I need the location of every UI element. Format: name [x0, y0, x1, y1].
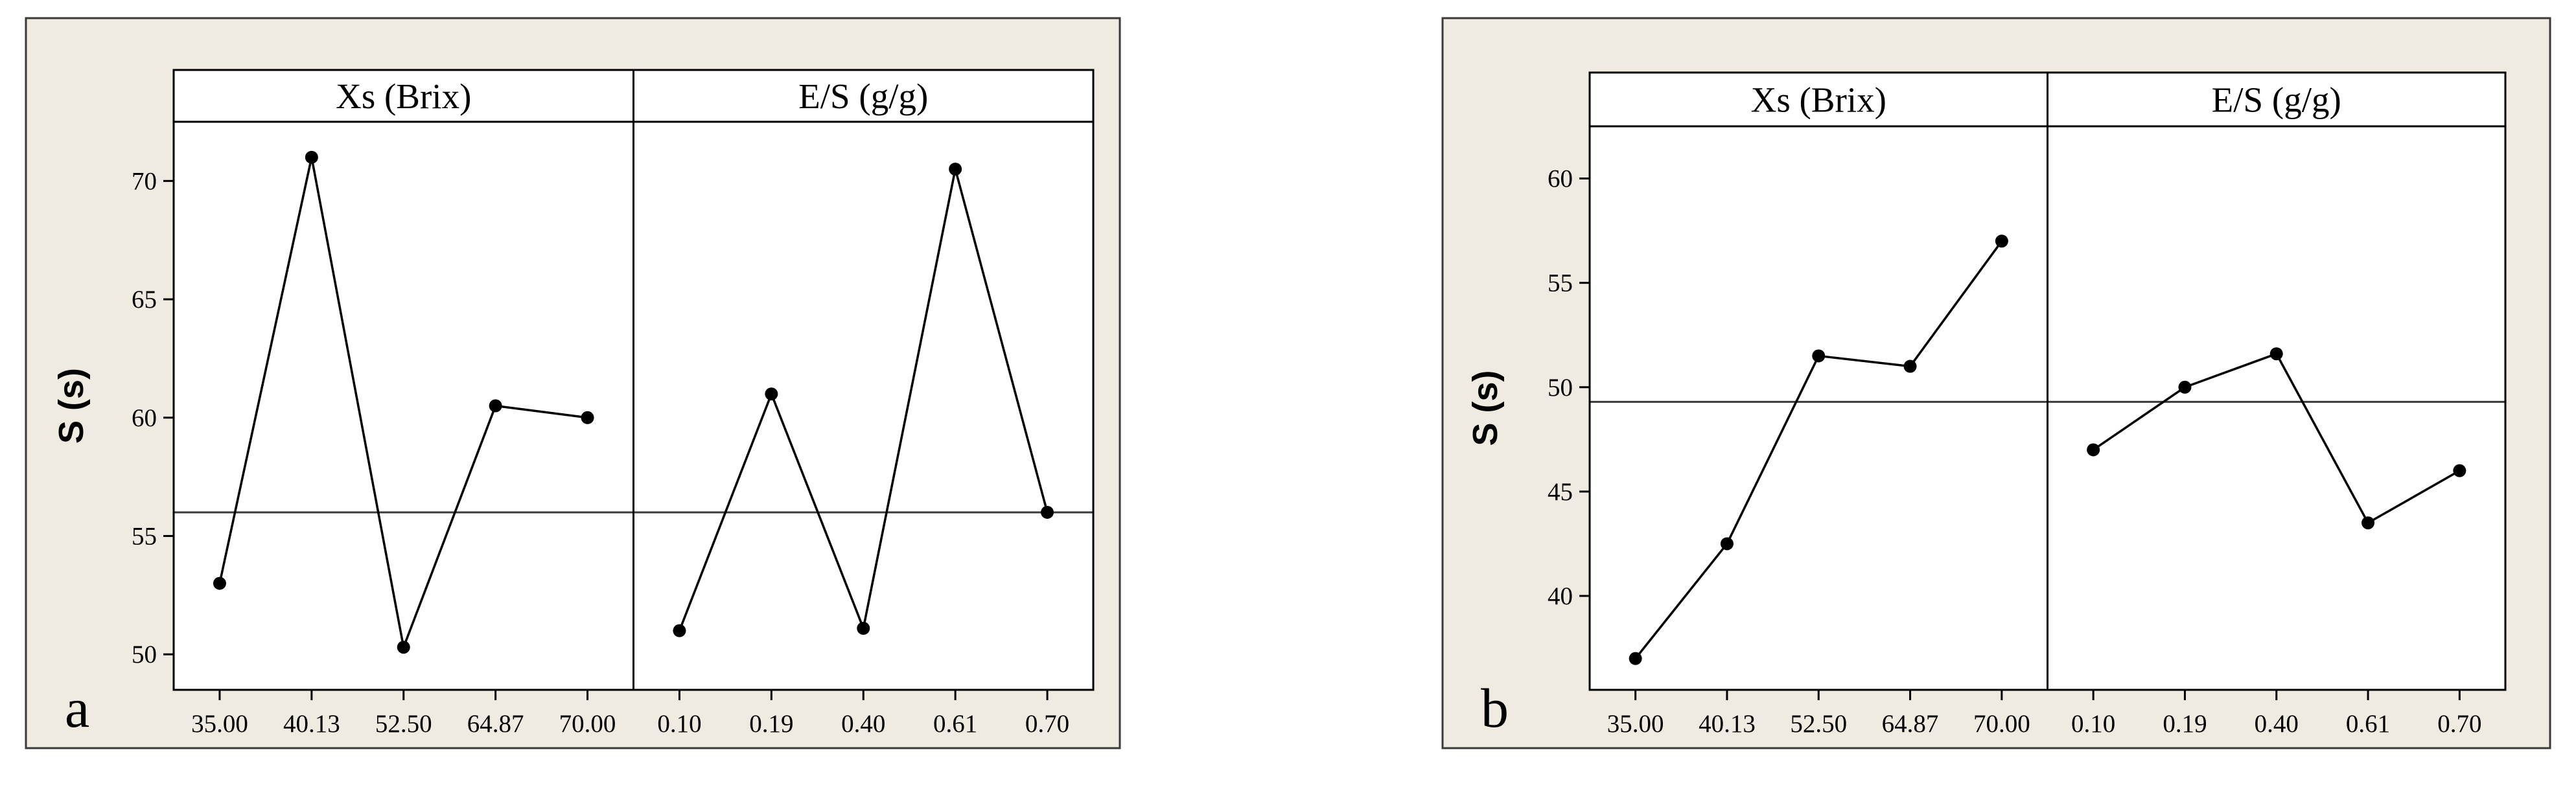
- x-tick-label: 0.70: [2437, 710, 2481, 738]
- panel-title: Xs (Brix): [336, 76, 471, 116]
- panel-title: Xs (Brix): [1751, 80, 1886, 120]
- panel-es: E/S (g/g) 0.10 0.19 0.40 0.61 0.70: [2071, 80, 2481, 738]
- chart-letter: a: [65, 677, 89, 739]
- y-axis-label: S (s): [1466, 370, 1505, 446]
- y-tick-label: 50: [132, 641, 157, 668]
- data-point: [397, 641, 410, 654]
- x-tick-label: 40.13: [283, 710, 340, 738]
- y-tick-label: 55: [1548, 269, 1573, 297]
- x-tick-label: 0.10: [2071, 710, 2115, 738]
- data-point: [2269, 347, 2283, 361]
- x-tick-label: 0.61: [933, 710, 977, 738]
- panel-title: E/S (g/g): [2212, 80, 2341, 120]
- data-point: [1041, 505, 1054, 519]
- x-tick-label: 64.87: [1882, 710, 1939, 738]
- data-point: [765, 387, 778, 401]
- x-tick-label: 0.40: [2255, 710, 2299, 738]
- chart-b: 40 45 50 55 60 S (s) b Xs (Brix) 35.00 40.13 52.50…: [1441, 17, 2551, 749]
- x-tick-label: 35.00: [1607, 710, 1664, 738]
- data-point: [305, 150, 318, 164]
- panel-xs: Xs (Brix) 35.00 40.13 52.50 64.87 70.00: [191, 76, 616, 738]
- data-point: [2453, 464, 2466, 477]
- y-tick-label: 65: [132, 286, 157, 314]
- x-tick-label: 35.00: [191, 710, 248, 738]
- x-tick-label: 52.50: [375, 710, 432, 738]
- data-point: [1995, 234, 2008, 248]
- data-point: [673, 624, 686, 637]
- x-tick-label: 0.70: [1025, 710, 1069, 738]
- x-tick-label: 40.13: [1699, 710, 1756, 738]
- data-point: [949, 163, 962, 176]
- y-tick-label: 40: [1548, 582, 1573, 610]
- y-axis-label: S (s): [52, 368, 91, 444]
- data-point: [1720, 537, 1734, 551]
- y-tick-label: 60: [1548, 165, 1573, 193]
- data-point: [581, 411, 594, 424]
- data-point: [2178, 380, 2192, 394]
- y-tick-label: 50: [1548, 374, 1573, 402]
- data-point: [857, 621, 870, 635]
- y-tick-label: 55: [132, 522, 157, 550]
- data-point: [2087, 443, 2100, 457]
- x-tick-label: 0.19: [2163, 710, 2207, 738]
- data-point: [1812, 349, 1826, 363]
- panel-es: E/S (g/g) 0.10 0.19 0.40 0.61 0.70: [657, 76, 1069, 738]
- x-tick-label: 0.40: [841, 710, 885, 738]
- x-tick-label: 0.10: [657, 710, 701, 738]
- x-tick-label: 0.61: [2346, 710, 2390, 738]
- data-point: [1629, 652, 1642, 665]
- panel-xs: Xs (Brix) 35.00 40.13 52.50 64.87 70.00: [1607, 80, 2030, 738]
- y-tick-label: 60: [132, 404, 157, 432]
- data-point: [489, 399, 502, 413]
- x-tick-label: 64.87: [467, 710, 524, 738]
- x-tick-label: 52.50: [1790, 710, 1847, 738]
- chart-a: 50 55 60 65 70 S (s) a Xs (Brix) 35.00 40.13 52.50…: [25, 17, 1121, 749]
- data-point: [213, 576, 226, 590]
- x-tick-label: 0.19: [749, 710, 793, 738]
- y-tick-label: 70: [132, 167, 157, 195]
- panel-title: E/S (g/g): [798, 76, 928, 116]
- data-point: [2361, 516, 2375, 530]
- chart-letter: b: [1481, 677, 1509, 739]
- x-tick-label: 70.00: [1973, 710, 2030, 738]
- data-point: [1903, 359, 1917, 373]
- y-tick-label: 45: [1548, 478, 1573, 506]
- x-tick-label: 70.00: [559, 710, 616, 738]
